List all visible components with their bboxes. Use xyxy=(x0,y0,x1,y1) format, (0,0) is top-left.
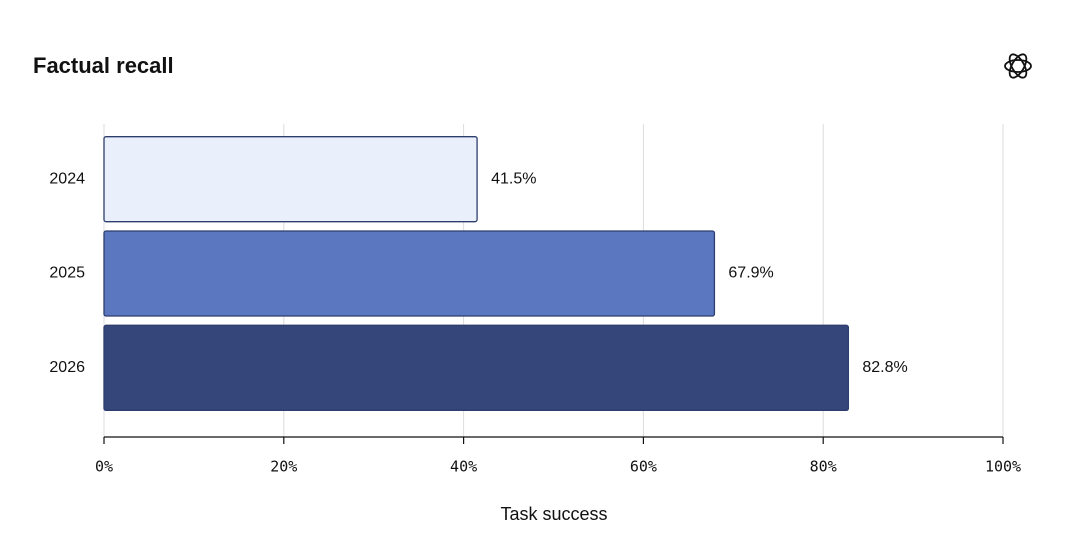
value-label: 41.5% xyxy=(491,170,536,187)
value-label: 82.8% xyxy=(862,359,907,376)
x-tick-label: 80% xyxy=(810,458,837,476)
x-tick-label: 60% xyxy=(630,458,657,476)
bar xyxy=(103,136,478,223)
x-tick-label: 100% xyxy=(985,458,1021,476)
y-tick-label: 2024 xyxy=(49,170,85,187)
x-tick-label: 40% xyxy=(450,458,477,476)
logo xyxy=(1004,53,1032,79)
bar xyxy=(103,324,850,411)
bar xyxy=(103,230,716,317)
value-label: 67.9% xyxy=(728,265,773,282)
x-axis-title: Task success xyxy=(500,504,607,524)
x-tick-label: 0% xyxy=(95,458,113,476)
y-tick-label: 2026 xyxy=(49,359,85,376)
x-tick-label: 20% xyxy=(270,458,297,476)
y-tick-label: 2025 xyxy=(49,265,85,282)
chart-title: Factual recall xyxy=(33,53,174,78)
